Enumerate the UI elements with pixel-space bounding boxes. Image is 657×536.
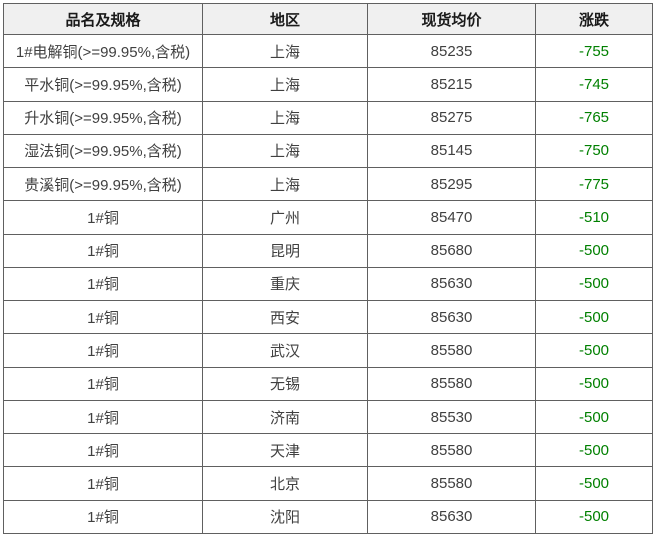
product-cell: 1#铜 — [3, 466, 203, 501]
table-row: 平水铜(>=99.95%,含税) 上海 85215 -745 — [3, 67, 653, 102]
table-row: 1#铜 北京 85580 -500 — [3, 466, 653, 501]
change-cell: -500 — [535, 233, 653, 268]
region-cell: 沈阳 — [202, 499, 368, 535]
table-row: 1#电解铜(>=99.95%,含税) 上海 85235 -755 — [3, 33, 653, 69]
table-row: 1#铜 武汉 85580 -500 — [3, 333, 653, 368]
col-header-price: 现货均价 — [367, 3, 536, 35]
product-cell: 平水铜(>=99.95%,含税) — [3, 67, 203, 102]
table-row: 1#铜 广州 85470 -510 — [3, 200, 653, 235]
header-row: 品名及规格 地区 现货均价 涨跌 — [3, 3, 653, 35]
table-row: 1#铜 重庆 85630 -500 — [3, 266, 653, 302]
product-cell: 1#铜 — [3, 200, 203, 235]
region-cell: 上海 — [202, 67, 368, 102]
table-row: 升水铜(>=99.95%,含税) 上海 85275 -765 — [3, 100, 653, 135]
table-header: 品名及规格 地区 现货均价 涨跌 — [3, 3, 653, 35]
region-cell: 济南 — [202, 399, 368, 435]
price-cell: 85630 — [367, 266, 536, 302]
product-cell: 升水铜(>=99.95%,含税) — [3, 100, 203, 135]
change-cell: -500 — [535, 266, 653, 302]
change-cell: -500 — [535, 399, 653, 435]
product-cell: 1#铜 — [3, 433, 203, 468]
price-cell: 85580 — [367, 333, 536, 368]
change-cell: -500 — [535, 499, 653, 535]
price-cell: 85235 — [367, 33, 536, 69]
product-cell: 1#铜 — [3, 300, 203, 335]
change-cell: -500 — [535, 433, 653, 468]
product-cell: 1#铜 — [3, 233, 203, 268]
price-cell: 85530 — [367, 399, 536, 435]
product-cell: 贵溪铜(>=99.95%,含税) — [3, 167, 203, 202]
region-cell: 北京 — [202, 466, 368, 501]
change-cell: -755 — [535, 33, 653, 69]
change-cell: -500 — [535, 333, 653, 368]
price-cell: 85470 — [367, 200, 536, 235]
region-cell: 无锡 — [202, 366, 368, 401]
copper-price-table: 品名及规格 地区 现货均价 涨跌 1#电解铜(>=99.95%,含税) 上海 8… — [3, 3, 653, 535]
region-cell: 上海 — [202, 33, 368, 69]
price-cell: 85580 — [367, 466, 536, 501]
table-row: 湿法铜(>=99.95%,含税) 上海 85145 -750 — [3, 133, 653, 169]
product-cell: 1#铜 — [3, 366, 203, 401]
change-cell: -775 — [535, 167, 653, 202]
price-cell: 85145 — [367, 133, 536, 169]
table-row: 1#铜 济南 85530 -500 — [3, 399, 653, 435]
table-row: 1#铜 天津 85580 -500 — [3, 433, 653, 468]
price-table-body: 1#电解铜(>=99.95%,含税) 上海 85235 -755 平水铜(>=9… — [3, 33, 653, 535]
change-cell: -765 — [535, 100, 653, 135]
region-cell: 武汉 — [202, 333, 368, 368]
region-cell: 昆明 — [202, 233, 368, 268]
product-cell: 湿法铜(>=99.95%,含税) — [3, 133, 203, 169]
product-cell: 1#铜 — [3, 266, 203, 302]
table-row: 1#铜 沈阳 85630 -500 — [3, 499, 653, 535]
region-cell: 上海 — [202, 167, 368, 202]
product-cell: 1#铜 — [3, 499, 203, 535]
region-cell: 上海 — [202, 133, 368, 169]
table-row: 1#铜 无锡 85580 -500 — [3, 366, 653, 401]
price-cell: 85630 — [367, 499, 536, 535]
table-row: 贵溪铜(>=99.95%,含税) 上海 85295 -775 — [3, 167, 653, 202]
change-cell: -500 — [535, 300, 653, 335]
col-header-change: 涨跌 — [535, 3, 653, 35]
price-cell: 85630 — [367, 300, 536, 335]
change-cell: -500 — [535, 466, 653, 501]
region-cell: 重庆 — [202, 266, 368, 302]
col-header-product: 品名及规格 — [3, 3, 203, 35]
table-row: 1#铜 西安 85630 -500 — [3, 300, 653, 335]
change-cell: -745 — [535, 67, 653, 102]
price-cell: 85580 — [367, 366, 536, 401]
change-cell: -510 — [535, 200, 653, 235]
price-cell: 85580 — [367, 433, 536, 468]
change-cell: -750 — [535, 133, 653, 169]
price-cell: 85295 — [367, 167, 536, 202]
region-cell: 西安 — [202, 300, 368, 335]
region-cell: 天津 — [202, 433, 368, 468]
region-cell: 上海 — [202, 100, 368, 135]
table-row: 1#铜 昆明 85680 -500 — [3, 233, 653, 268]
price-cell: 85680 — [367, 233, 536, 268]
price-cell: 85275 — [367, 100, 536, 135]
product-cell: 1#电解铜(>=99.95%,含税) — [3, 33, 203, 69]
product-cell: 1#铜 — [3, 399, 203, 435]
product-cell: 1#铜 — [3, 333, 203, 368]
price-cell: 85215 — [367, 67, 536, 102]
change-cell: -500 — [535, 366, 653, 401]
region-cell: 广州 — [202, 200, 368, 235]
col-header-region: 地区 — [202, 3, 368, 35]
